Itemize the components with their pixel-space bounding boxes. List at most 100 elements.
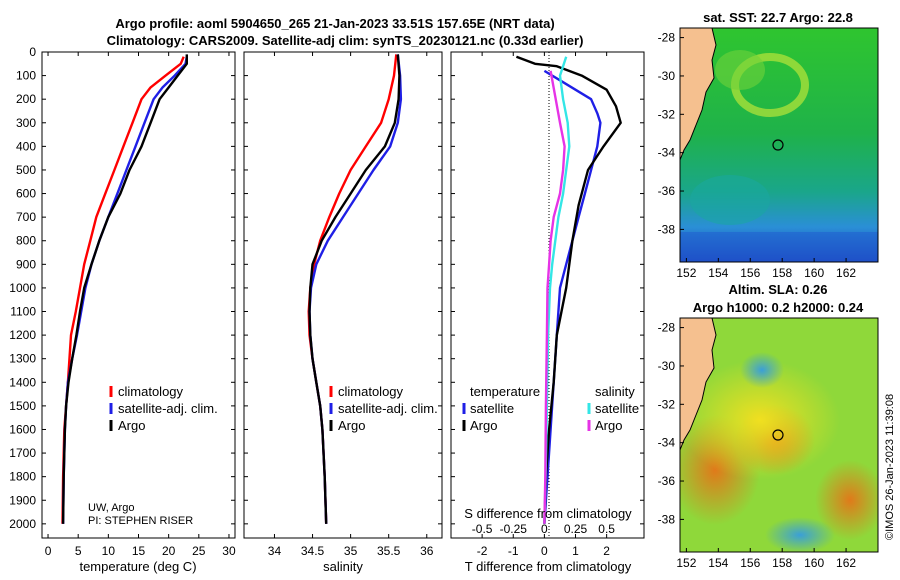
sla-coastline	[680, 318, 717, 451]
legend-s-satellite: satellite	[595, 401, 639, 416]
map-y-tick-label: -28	[658, 321, 676, 335]
depth-tick-label: 1400	[9, 375, 36, 389]
imos-footer: ©IMOS 26-Jan-2023 11:39:08	[884, 394, 896, 540]
legend-argo: Argo	[118, 418, 145, 433]
t-difference-xlabel: T difference from climatology	[465, 559, 632, 574]
depth-tick-label: 1600	[9, 422, 36, 436]
map-x-tick-label: 154	[708, 556, 728, 570]
map-x-tick-label: 160	[804, 266, 824, 280]
x-tick-label: 2	[603, 544, 610, 558]
map-y-tick-label: -30	[658, 69, 676, 83]
sst-cold-band	[680, 232, 878, 262]
s-tick-label: 0.25	[564, 522, 588, 536]
map-y-tick-label: -38	[658, 222, 676, 236]
depth-tick-label: 0	[29, 45, 36, 59]
depth-tick-label: 1300	[9, 352, 36, 366]
sla-high-right	[815, 460, 878, 540]
legend-climatology: climatology	[118, 384, 184, 399]
s-tick-label: -0.5	[472, 522, 493, 536]
map-y-tick-label: -32	[658, 397, 676, 411]
depth-tick-label: 500	[16, 163, 36, 177]
sla-map-title-line2: Argo h1000: 0.2 h2000: 0.24	[693, 300, 864, 315]
map-x-tick-label: 156	[740, 266, 760, 280]
temperature-panel: 0100200300400500600700800900100011001200…	[9, 45, 236, 574]
legend-temperature-title: temperature	[470, 384, 540, 399]
depth-tick-label: 1200	[9, 328, 36, 342]
map-y-tick-label: -38	[658, 512, 676, 526]
legend-salinity-title: salinity	[595, 384, 635, 399]
x-tick-label: 34.5	[301, 544, 325, 558]
legend-satellite-adj: satellite-adj. clim.	[338, 401, 438, 416]
legend-t-argo: Argo	[470, 418, 497, 433]
difference-panel: -2 -1 0 1 2 temperature satellite Argo salin…	[450, 51, 645, 574]
depth-tick-label: 200	[16, 92, 36, 106]
map-y-tick-label: -36	[658, 184, 676, 198]
legend-t-satellite: satellite	[470, 401, 514, 416]
figure-title-line1: Argo profile: aoml 5904650_265 21-Jan-20…	[115, 16, 554, 31]
sla-land	[680, 318, 716, 450]
sst-map-title: sat. SST: 22.7 Argo: 22.8	[703, 10, 853, 25]
credit-line2: PI: STEPHEN RISER	[88, 515, 193, 527]
series-t-argo	[515, 55, 622, 524]
x-tick-label: 15	[132, 544, 146, 558]
x-tick-label: 0	[541, 544, 548, 558]
map-x-tick-label: 162	[836, 266, 856, 280]
legend-argo: Argo	[338, 418, 365, 433]
x-tick-label: 20	[162, 544, 176, 558]
credit-line1: UW, Argo	[88, 502, 134, 514]
x-tick-label: 35.5	[377, 544, 401, 558]
series-argo	[61, 54, 189, 524]
map-y-tick-label: -34	[658, 436, 676, 450]
x-tick-label: 34	[268, 544, 282, 558]
figure-title-line2: Climatology: CARS2009. Satellite-adj cli…	[107, 33, 584, 48]
x-tick-label: 10	[102, 544, 116, 558]
map-y-tick-label: -28	[658, 31, 676, 45]
x-tick-label: -2	[477, 544, 488, 558]
depth-tick-label: 1000	[9, 281, 36, 295]
sst-land	[680, 28, 716, 160]
x-tick-label: 35	[344, 544, 358, 558]
difference-legend: temperature satellite Argo salinity sate…	[462, 384, 639, 433]
temperature-xlabel: temperature (deg C)	[79, 559, 196, 574]
map-x-tick-label: 162	[836, 556, 856, 570]
map-x-tick-label: 154	[708, 266, 728, 280]
depth-tick-label: 300	[16, 116, 36, 130]
map-x-tick-label: 156	[740, 556, 760, 570]
legend-climatology: climatology	[338, 384, 404, 399]
map-x-tick-label: 158	[772, 266, 792, 280]
sla-yellow-band	[680, 360, 840, 480]
map-x-tick-label: 152	[676, 266, 696, 280]
series-argo	[308, 54, 401, 524]
depth-tick-label: 800	[16, 234, 36, 248]
s-tick-label: 0	[541, 522, 548, 536]
map-y-tick-label: -32	[658, 107, 676, 121]
depth-tick-label: 2000	[9, 517, 36, 531]
s-tick-label: -0.25	[500, 522, 528, 536]
sst-cool-patch	[690, 175, 770, 225]
x-tick-label: 30	[222, 544, 236, 558]
sla-profile-marker	[772, 429, 784, 441]
sst-map: sat. SST: 22.7 Argo: 22.8 152 154 156 158 16…	[658, 10, 879, 280]
sla-low-eddy	[740, 352, 784, 388]
salinity-legend: climatology satellite-adj. clim. Argo	[329, 384, 438, 433]
map-x-tick-label: 158	[772, 556, 792, 570]
sla-low-south	[765, 517, 835, 552]
x-tick-label: 0	[45, 544, 52, 558]
map-y-tick-label: -34	[658, 146, 676, 160]
depth-tick-label: 1900	[9, 493, 36, 507]
depth-tick-label: 1500	[9, 399, 36, 413]
depth-tick-label: 600	[16, 187, 36, 201]
depth-tick-label: 1100	[10, 305, 36, 319]
map-y-tick-label: -30	[658, 359, 676, 373]
legend-s-argo: Argo	[595, 418, 622, 433]
salinity-panel: 34 34.5 35 35.5 36 salinity climatology sate…	[243, 51, 443, 574]
x-tick-label: 36	[420, 544, 434, 558]
x-tick-label: 5	[75, 544, 82, 558]
map-x-tick-label: 152	[676, 556, 696, 570]
map-y-tick-label: -36	[658, 474, 676, 488]
sla-map: Altim. SLA: 0.26 Argo h1000: 0.2 h2000: …	[658, 282, 879, 570]
temperature-legend: climatology satellite-adj. clim. Argo	[109, 384, 218, 433]
map-x-tick-label: 160	[804, 556, 824, 570]
salinity-xlabel: salinity	[323, 559, 363, 574]
